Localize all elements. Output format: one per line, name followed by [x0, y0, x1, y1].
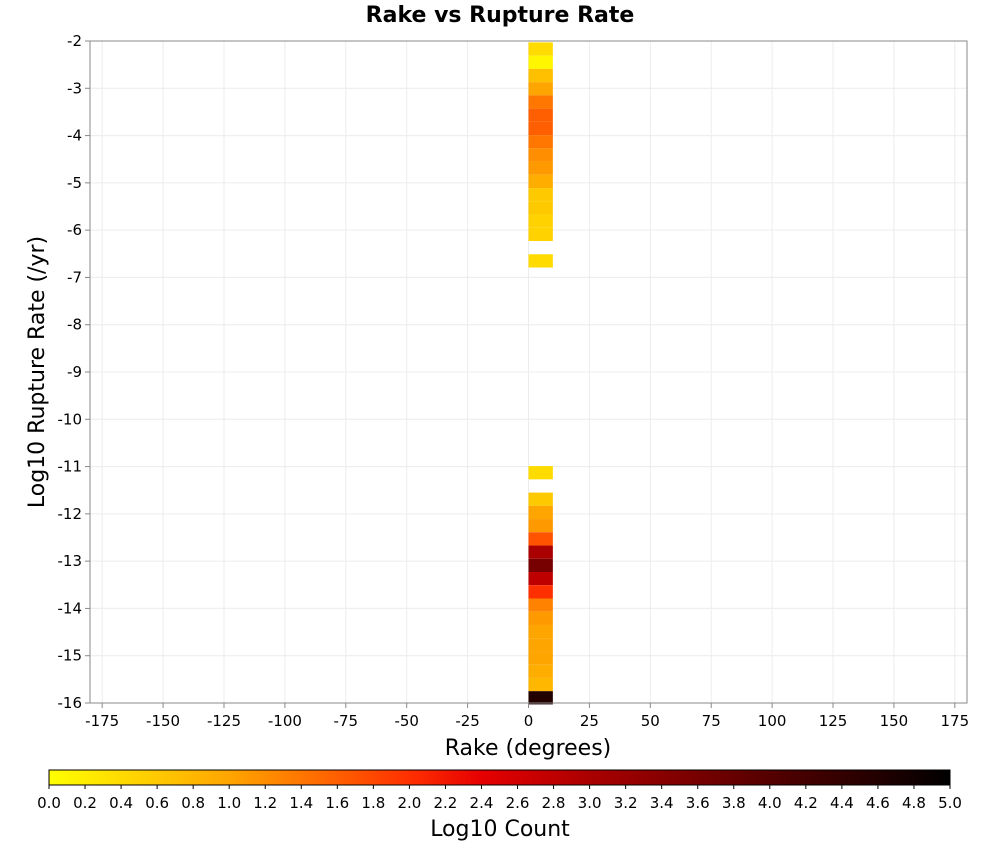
x-axis-ticks: -175 -150 -125 -100 -75 -50 -25 0 25 50 75 100 125 15…	[85, 703, 969, 730]
heatmap-cell	[528, 558, 553, 573]
heatmap-cell	[528, 691, 553, 705]
y-tick-label: -15	[58, 647, 83, 665]
y-tick-label: -11	[58, 458, 83, 476]
y-tick-label: -3	[67, 79, 82, 97]
heatmap-cell	[528, 466, 553, 480]
heatmap-cell	[528, 227, 553, 242]
colorbar-tick-label: 2.8	[542, 794, 566, 812]
colorbar-tick-label: 0.4	[109, 794, 133, 812]
heatmap-cell	[528, 598, 553, 612]
chart-title: Rake vs Rupture Rate	[366, 3, 635, 28]
colorbar-tick-label: 0.6	[145, 794, 169, 812]
colorbar-ticks: 0.0 0.2 0.4 0.6 0.8 1.0 1.2 1.4 1.6 1.8 2.0 2.2 2.4 2…	[37, 785, 962, 812]
heatmap-cell	[528, 95, 553, 109]
colorbar-tick-label: 1.6	[325, 794, 349, 812]
colorbar-tick-label: 5.0	[938, 794, 962, 812]
y-tick-label: -8	[67, 316, 82, 334]
colorbar-tick-label: 2.6	[506, 794, 530, 812]
x-tick-label: -175	[85, 712, 119, 730]
colorbar-tick-label: 0.0	[37, 794, 61, 812]
x-tick-label: -75	[334, 712, 359, 730]
heatmap-cell	[528, 651, 553, 665]
heatmap-cell	[528, 188, 553, 202]
y-axis-ticks: -2 -3 -4 -5 -6 -7 -8 -9 -10 -11 -12 -13 -14 -15 -16	[58, 32, 90, 712]
heatmap-cell	[528, 201, 553, 215]
colorbar-tick-label: 3.0	[578, 794, 602, 812]
heatmap-cell	[528, 82, 553, 96]
heatmap-cell	[528, 519, 553, 533]
colorbar-tick-label: 1.4	[289, 794, 313, 812]
heatmap-cell	[528, 42, 553, 56]
x-tick-label: -50	[394, 712, 419, 730]
heatmap-cell	[528, 68, 553, 83]
colorbar-tick-label: 3.8	[722, 794, 746, 812]
heatmap-cell	[528, 214, 553, 228]
heatmap-cell	[528, 545, 553, 559]
heatmap-cell	[528, 664, 553, 678]
colorbar-tick-label: 4.2	[794, 794, 818, 812]
colorbar-tick-label: 4.4	[830, 794, 854, 812]
colorbar-tick-label: 1.0	[217, 794, 241, 812]
colorbar-tick-label: 4.6	[866, 794, 890, 812]
y-tick-label: -5	[67, 174, 82, 192]
heatmap-cell	[528, 624, 553, 639]
x-tick-label: 100	[758, 712, 787, 730]
y-axis-label: Log10 Rupture Rate (/yr)	[25, 236, 50, 508]
x-tick-label: 25	[580, 712, 599, 730]
x-tick-label: 50	[641, 712, 660, 730]
x-tick-label: 175	[940, 712, 969, 730]
colorbar-tick-label: 1.8	[361, 794, 385, 812]
colorbar	[48, 769, 951, 786]
heatmap-cell	[528, 611, 553, 625]
y-tick-label: -9	[67, 363, 82, 381]
y-tick-label: -7	[67, 268, 82, 286]
heatmap-cell	[528, 161, 553, 175]
colorbar-tick-label: 4.8	[902, 794, 926, 812]
y-tick-label: -4	[67, 127, 82, 145]
heatmap-cell	[528, 254, 553, 268]
x-tick-label: -25	[455, 712, 480, 730]
x-tick-label: -125	[207, 712, 241, 730]
colorbar-tick-label: 2.0	[397, 794, 421, 812]
heatmap-cell	[528, 108, 553, 122]
heatmap-cell	[528, 148, 553, 162]
colorbar-tick-label: 4.0	[758, 794, 782, 812]
y-tick-label: -2	[67, 32, 82, 50]
y-tick-label: -6	[67, 221, 82, 239]
y-tick-label: -12	[58, 505, 83, 523]
colorbar-tick-label: 3.4	[650, 794, 674, 812]
y-tick-label: -14	[58, 599, 83, 617]
colorbar-tick-label: 0.2	[73, 794, 97, 812]
y-tick-label: -13	[58, 552, 83, 570]
x-tick-label: -100	[268, 712, 302, 730]
x-tick-label: 75	[702, 712, 721, 730]
colorbar-tick-label: 0.8	[181, 794, 205, 812]
heatmap-cell	[528, 532, 553, 546]
heatmap-cell	[528, 638, 553, 652]
heatmap-cell	[528, 572, 553, 586]
heatmap-cell	[528, 135, 553, 149]
heatmap-cell	[528, 677, 553, 692]
y-tick-label: -10	[58, 410, 83, 428]
heatmap-cell	[528, 585, 553, 599]
heatmap-cells	[528, 42, 553, 705]
x-tick-label: 125	[819, 712, 848, 730]
x-axis-label: Rake (degrees)	[445, 736, 612, 761]
heatmap-cell	[528, 505, 553, 520]
x-tick-label: 0	[524, 712, 534, 730]
colorbar-tick-label: 1.2	[253, 794, 277, 812]
y-tick-label: -16	[58, 694, 83, 712]
x-tick-label: -150	[146, 712, 180, 730]
colorbar-tick-label: 2.2	[434, 794, 458, 812]
colorbar-label: Log10 Count	[430, 817, 570, 842]
heatmap-cell	[528, 174, 553, 189]
heatmap-cell	[528, 121, 553, 136]
colorbar-tick-label: 3.2	[614, 794, 638, 812]
heatmap-cell	[528, 492, 553, 506]
heatmap-cell	[528, 55, 553, 69]
x-tick-label: 150	[880, 712, 909, 730]
colorbar-tick-label: 3.6	[686, 794, 710, 812]
colorbar-tick-label: 2.4	[470, 794, 494, 812]
